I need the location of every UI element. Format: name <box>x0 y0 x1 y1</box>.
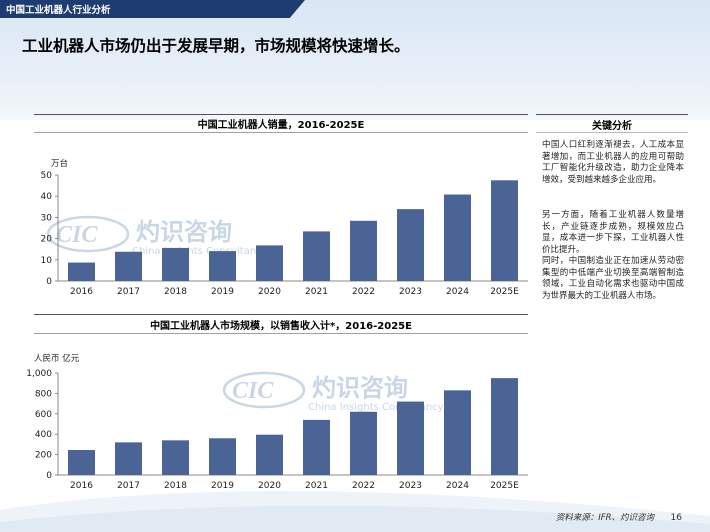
chart1-y-tick-label: 50 <box>41 171 53 181</box>
chart1-y-tick-label: 10 <box>41 256 53 266</box>
chart1-bar-2021 <box>303 231 330 281</box>
chart2-bar-2025E <box>491 378 518 475</box>
analysis-paragraph-1: 中国人口红利逐渐褪去，人工成本显著增加，而工业机器人的应用可帮助工厂智能化升级改… <box>542 140 684 185</box>
side-panel-title: 关键分析 <box>592 121 632 132</box>
chart2-title-rule <box>34 333 528 334</box>
chart2-x-label-2019: 2019 <box>211 481 234 491</box>
chart1-y-tick-label: 30 <box>41 213 53 223</box>
chart1-x-label-2016: 2016 <box>70 287 93 297</box>
chart1-x-label-2020: 2020 <box>258 287 281 297</box>
chart1-bar-2019 <box>209 251 236 281</box>
chart1-watermark-cn: 灼识咨询 <box>136 218 232 246</box>
chart2-bar-2022 <box>350 411 377 475</box>
chart2-x-label-2021: 2021 <box>305 481 328 491</box>
side-title-rule <box>536 132 688 133</box>
chart1-title: 中国工业机器人销量，2016-2025E <box>197 120 365 131</box>
chart2-y-tick-label: 800 <box>35 389 52 399</box>
chart1-watermark-en: China Insights Consultancy <box>132 246 268 257</box>
chart1-bar-2023 <box>397 209 424 281</box>
section-tab: 中国工业机器人行业分析 <box>0 0 305 18</box>
chart1-x-label-2024: 2024 <box>446 287 469 297</box>
chart2-x-label-2016: 2016 <box>70 481 93 491</box>
chart2-y-tick-label: 400 <box>35 430 52 440</box>
chart2-bar-2018 <box>162 440 189 475</box>
chart2-bar-2017 <box>115 442 142 475</box>
chart1-x-label-2021: 2021 <box>305 287 328 297</box>
chart2-x-label-2017: 2017 <box>117 481 140 491</box>
chart2-x-label-2024: 2024 <box>446 481 469 491</box>
chart1-x-label-2025E: 2025E <box>490 287 519 297</box>
chart2-y-tick-label: 600 <box>35 410 52 420</box>
chart1-watermark-logo: CIC <box>56 222 98 248</box>
chart1-bar-2024 <box>444 194 471 281</box>
chart1-top-rule <box>34 114 528 115</box>
analysis-paragraph-3: 同时，中国制造业正在加速从劳动密集型的中低端产业切换至高端智制造领域，工业自动化… <box>542 256 684 301</box>
chart2-y-tick-label: 1,000 <box>26 369 52 379</box>
side-top-rule <box>536 114 688 115</box>
chart2-x-label-2022: 2022 <box>352 481 375 491</box>
chart2-x-label-2018: 2018 <box>164 481 187 491</box>
header-background <box>0 0 710 120</box>
chart1-title-rule <box>34 132 528 133</box>
source-note: 资料来源：IFR、灼识咨询 <box>555 513 654 523</box>
chart1-bar-2022 <box>350 220 377 281</box>
chart1-bar-2025E <box>491 180 518 281</box>
chart2-title: 中国工业机器人市场规模，以销售收入计*，2016-2025E <box>150 321 412 332</box>
chart2-bar-2019 <box>209 438 236 475</box>
chart2-bar-2023 <box>397 401 424 475</box>
page-number: 16 <box>670 513 682 523</box>
chart2-x-label-2023: 2023 <box>399 481 422 491</box>
analysis-paragraph-2: 另一方面，随着工业机器人数量增长，产业链逐步成熟，规模效应凸显，成本进一步下探，… <box>542 210 684 255</box>
chart1-y-tick-label: 0 <box>46 277 52 287</box>
chart1-bar-2018 <box>162 247 189 281</box>
chart1-y-tick-label: 40 <box>41 192 53 202</box>
chart2-watermark-cn: 灼识咨询 <box>312 374 408 402</box>
chart2-bar-2021 <box>303 419 330 475</box>
chart1-bar-2016 <box>68 262 95 281</box>
section-label: 中国工业机器人行业分析 <box>6 5 111 16</box>
chart1-x-label-2017: 2017 <box>117 287 140 297</box>
chart2-bar-2024 <box>444 390 471 475</box>
page-headline: 工业机器人市场仍出于发展早期，市场规模将快速增长。 <box>22 37 410 55</box>
chart2-watermark-logo: CIC <box>232 378 274 404</box>
chart2-bar-2020 <box>256 434 283 475</box>
chart1-bar-2020 <box>256 245 283 281</box>
chart2-x-label-2025E: 2025E <box>490 481 519 491</box>
chart2-watermark-ring <box>222 371 306 409</box>
chart2-unit-label: 人民币 亿元 <box>34 354 80 364</box>
chart1-x-label-2018: 2018 <box>164 287 187 297</box>
chart1-bar-2017 <box>115 251 142 281</box>
chart1-x-label-2023: 2023 <box>399 287 422 297</box>
chart1-watermark-ring <box>46 215 130 253</box>
chart1-unit-label: 万台 <box>51 159 69 169</box>
chart2-top-rule <box>34 314 528 315</box>
chart2-bar-2016 <box>68 450 95 475</box>
chart2-y-tick-label: 200 <box>35 451 52 461</box>
chart2-x-label-2020: 2020 <box>258 481 281 491</box>
chart2-y-tick-label: 0 <box>46 471 52 481</box>
chart2-watermark-en: China Insights Consultancy <box>308 402 444 413</box>
chart1-y-tick-label: 20 <box>41 235 53 245</box>
chart1-x-label-2019: 2019 <box>211 287 234 297</box>
chart1-x-label-2022: 2022 <box>352 287 375 297</box>
